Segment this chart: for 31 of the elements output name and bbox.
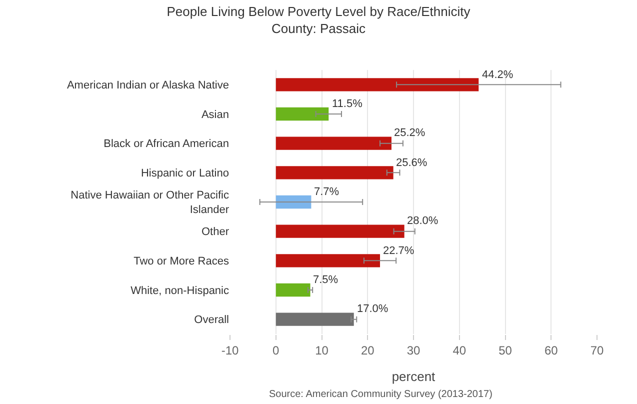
data-label: 25.6% <box>396 157 428 169</box>
x-tick-label: 30 <box>406 343 420 358</box>
y-tick-label: American Indian or Alaska Native <box>66 80 229 92</box>
y-tick-label: Overall <box>194 314 229 326</box>
x-tick-label: 20 <box>360 343 375 358</box>
y-tick-label: Black or African American <box>104 138 229 150</box>
data-label: 11.5% <box>332 98 363 110</box>
x-tick-label: 40 <box>452 343 466 358</box>
x-tick-label: -10 <box>221 343 239 358</box>
y-tick-label: Asian <box>201 108 229 121</box>
y-tick-label: Other <box>201 226 230 238</box>
data-label: 28.0% <box>407 215 438 227</box>
data-label: 17.0% <box>357 303 388 315</box>
data-label: 7.7% <box>314 186 340 198</box>
chart-title: People Living Below Poverty Level by Race/Ethnicity <box>166 4 471 20</box>
y-tick-label: Two or More Races <box>134 256 230 268</box>
y-tick-label: Hispanic or Latino <box>140 168 229 180</box>
source-note: Source: American Community Survey (2013-2017) <box>269 389 492 400</box>
y-tick-label: Native Hawaiian or Other Pacific Islander <box>70 190 230 216</box>
x-axis-title: percent <box>392 369 436 384</box>
y-tick-label: White, non-Hispanic <box>130 284 230 297</box>
x-tick-label: 0 <box>272 343 280 358</box>
data-label: 25.2% <box>394 127 426 139</box>
data-label: 44.2% <box>482 69 514 81</box>
x-tick-label: 70 <box>590 343 604 358</box>
x-tick-label: 60 <box>544 343 558 358</box>
data-label: 22.7% <box>383 245 414 257</box>
chart-subtitle: County: Passaic <box>272 21 366 36</box>
x-tick-label: 50 <box>498 343 512 358</box>
data-label: 7.5% <box>313 274 338 286</box>
x-tick-label: 10 <box>315 343 329 358</box>
